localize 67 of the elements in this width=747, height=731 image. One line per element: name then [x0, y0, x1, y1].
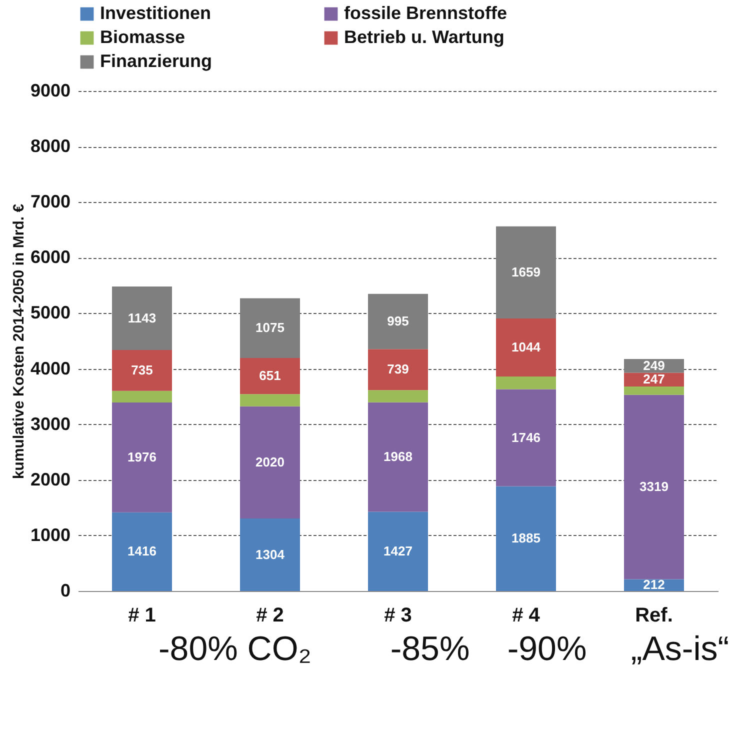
bar	[112, 402, 172, 512]
bar	[496, 389, 556, 486]
bar	[240, 298, 300, 358]
bar	[112, 286, 172, 350]
text: -85%	[390, 630, 470, 669]
data-label: 1885	[512, 530, 540, 546]
x-tick-label: # 2	[256, 604, 284, 626]
data-label: 247	[643, 372, 665, 387]
data-label: 3319	[640, 479, 668, 494]
bar	[368, 349, 428, 390]
text: -80% CO₂	[158, 630, 312, 669]
bar	[496, 376, 556, 390]
text: „As-is“	[630, 630, 730, 669]
data-label: 1075	[256, 320, 284, 336]
data-label: 2020	[256, 454, 284, 470]
data-label: 249	[643, 358, 665, 373]
legend-label: Finanzierung	[100, 51, 212, 71]
bar	[496, 318, 556, 376]
data-label: 651	[259, 368, 281, 384]
data-label: 1427	[384, 543, 412, 558]
legend-label: fossile Brennstoffe	[344, 3, 508, 23]
x-tick-label: # 4	[512, 604, 541, 626]
data-label: 1968	[384, 449, 412, 464]
data-label: 1659	[512, 264, 540, 280]
data-label: 735	[131, 362, 153, 378]
bar	[368, 294, 428, 350]
bar	[240, 394, 300, 406]
data-label: 1143	[128, 310, 156, 326]
y-tick-label: 8000	[30, 136, 70, 156]
bar	[240, 518, 300, 591]
y-tick-label: 2000	[30, 469, 70, 490]
x-tick-label: # 3	[384, 604, 412, 626]
data-label: 1304	[256, 546, 286, 562]
text: -90%	[507, 630, 587, 669]
y-tick-label: 5000	[30, 302, 70, 323]
bar	[112, 512, 172, 591]
bar	[624, 386, 684, 395]
x-tick-label: # 1	[128, 604, 156, 626]
data-label: 739	[387, 362, 409, 377]
data-label: 1976	[128, 449, 156, 464]
bar	[112, 390, 172, 403]
x-tick-label: Ref.	[635, 604, 673, 626]
y-tick-label: 7000	[30, 192, 70, 212]
bar	[368, 512, 428, 591]
legend-label: Biomasse	[100, 27, 186, 47]
y-tick-label: 0	[60, 580, 70, 600]
data-label: 1044	[512, 340, 542, 354]
data-label: 995	[387, 313, 409, 328]
bar	[368, 402, 428, 512]
data-label: 1746	[512, 430, 540, 445]
legend-label: Investitionen	[100, 3, 212, 23]
bar	[624, 394, 684, 580]
bar	[368, 390, 428, 402]
data-label: 212	[643, 577, 665, 592]
bar	[112, 350, 172, 391]
y-tick-label: 3000	[30, 414, 70, 434]
y-axis-title: kumulative Kosten 2014-2050 in Mrd. €	[10, 203, 28, 480]
y-tick-label: 4000	[30, 358, 70, 378]
bar	[240, 406, 300, 519]
y-tick-label: 1000	[30, 524, 70, 545]
y-tick-label: 6000	[30, 247, 70, 268]
bar	[496, 486, 556, 591]
bar	[496, 226, 556, 318]
bar	[240, 358, 300, 394]
legend-label: Betrieb u. Wartung	[344, 27, 504, 47]
data-label: 1416	[128, 544, 156, 559]
y-tick-label: 9000	[30, 80, 70, 100]
